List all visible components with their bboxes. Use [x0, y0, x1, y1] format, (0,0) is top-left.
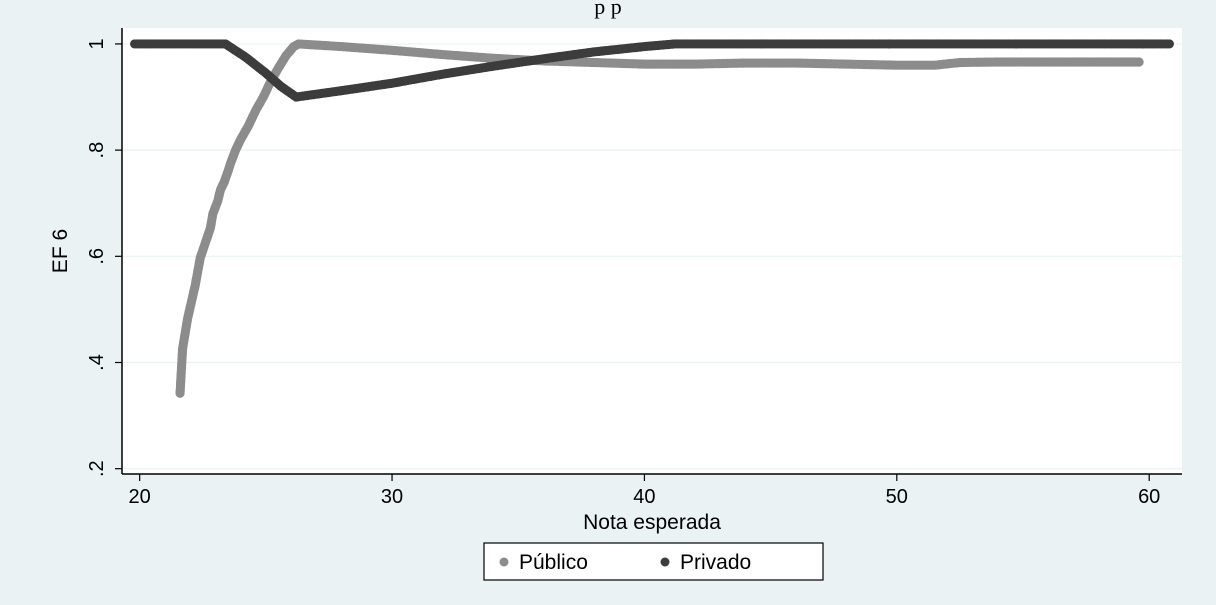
x-axis-title: Nota esperada — [583, 511, 721, 534]
data-point — [1164, 39, 1174, 49]
legend-label-privado: Privado — [680, 551, 751, 574]
series-publico — [175, 39, 1144, 398]
ticks: .2 .4 .6 .8 1 20 30 40 50 60 — [86, 38, 1160, 508]
x-tick-label: 50 — [886, 486, 908, 508]
legend-box — [483, 542, 824, 581]
x-tick-label: 60 — [1138, 486, 1160, 508]
y-tick-label: .2 — [86, 460, 108, 477]
x-tick-label: 30 — [381, 486, 403, 508]
y-tick-label: .6 — [86, 248, 108, 265]
legend-marker-publico — [499, 557, 509, 567]
y-tick-label: 1 — [86, 38, 108, 49]
chart-title-partial: p p — [594, 0, 622, 19]
grid-lines — [122, 43, 1182, 470]
axes — [121, 28, 1182, 475]
data-points — [130, 39, 1174, 398]
y-tick-label: .8 — [86, 142, 108, 159]
plot-area — [122, 28, 1182, 474]
x-tick-label: 40 — [633, 486, 655, 508]
series-privado — [130, 39, 1174, 102]
x-tick-label: 20 — [129, 486, 151, 508]
legend-label-publico: Público — [519, 551, 588, 574]
legend: Público Privado — [483, 542, 824, 581]
y-tick-label: .4 — [86, 354, 108, 371]
data-point — [1134, 57, 1144, 67]
legend-marker-privado — [660, 557, 670, 567]
y-axis-title: EF 6 — [49, 229, 72, 273]
